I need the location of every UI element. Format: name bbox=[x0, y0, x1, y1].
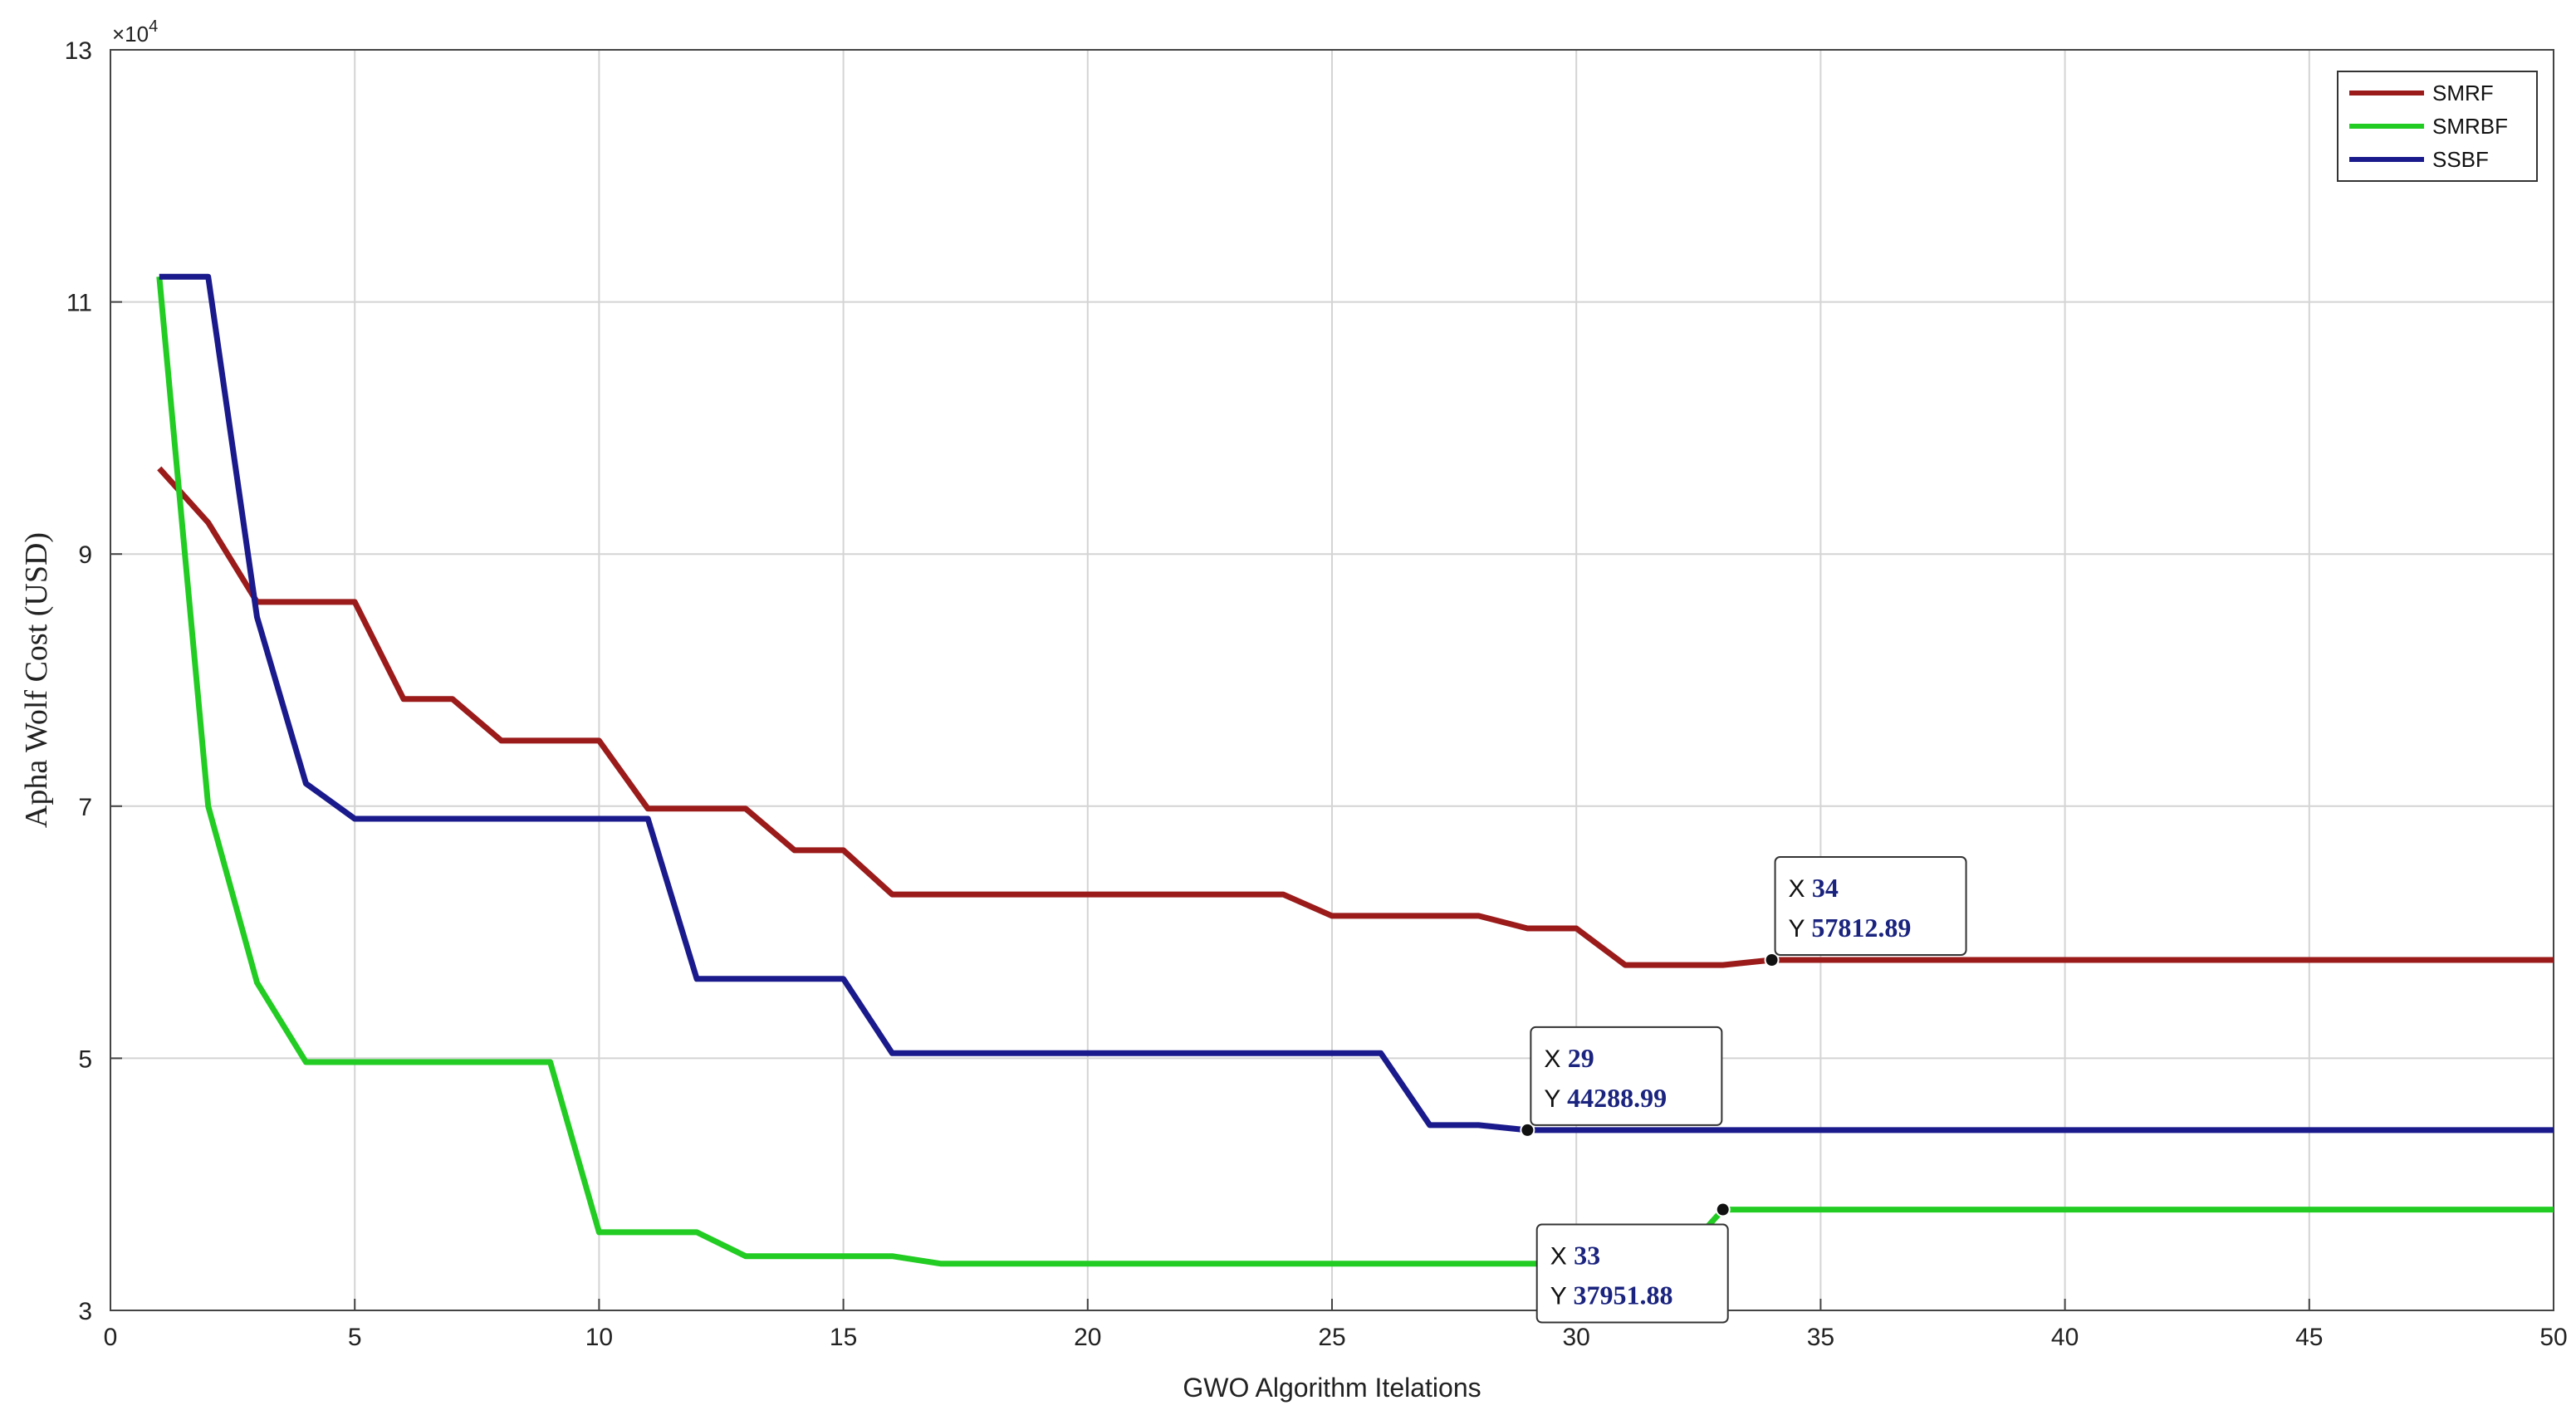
x-tick-label: 35 bbox=[1807, 1324, 1834, 1351]
y-tick-label: 11 bbox=[66, 290, 92, 317]
series-lines bbox=[156, 273, 2554, 1267]
datatip-marker bbox=[1764, 952, 1780, 967]
legend-label-smrbf: SMRBF bbox=[2432, 114, 2508, 139]
series-line-ssbf bbox=[159, 273, 2554, 1134]
datatip-y: Y 37951.88 bbox=[1550, 1280, 1673, 1310]
y-axis-label: Apha Wolf Cost (USD) bbox=[19, 532, 54, 828]
x-tick-label: 20 bbox=[1074, 1324, 1101, 1351]
datatip-box bbox=[1774, 855, 1967, 956]
y-axis-multiplier: ×104 bbox=[112, 17, 158, 47]
x-tick-label: 30 bbox=[1563, 1324, 1590, 1351]
datatip-marker bbox=[1520, 1122, 1535, 1138]
datatip-x-value: 33 bbox=[1574, 1241, 1600, 1271]
datatip-box bbox=[1530, 1026, 1723, 1126]
datatip-y-value: 57812.89 bbox=[1811, 913, 1911, 943]
datatip-y-key: Y bbox=[1550, 1283, 1574, 1310]
datatip-y-key: Y bbox=[1544, 1085, 1567, 1113]
datatip-x-value: 34 bbox=[1812, 873, 1839, 903]
x-tick-label: 50 bbox=[2539, 1324, 2567, 1351]
datatip-marker bbox=[1715, 1202, 1731, 1217]
datatip-x-key: X bbox=[1789, 875, 1812, 903]
grid-lines bbox=[110, 49, 2554, 1311]
series-line-smrbf bbox=[156, 276, 2554, 1267]
y-tick-label: 13 bbox=[65, 37, 92, 65]
x-tick-label: 0 bbox=[104, 1324, 118, 1351]
x-tick-label: 40 bbox=[2051, 1324, 2079, 1351]
y-axis-multiplier-exponent: 4 bbox=[149, 17, 158, 36]
y-tick-label: 9 bbox=[78, 541, 92, 569]
datatip-y-key: Y bbox=[1789, 915, 1812, 943]
y-tick-label: 7 bbox=[78, 794, 92, 821]
y-axis-multiplier-base: ×10 bbox=[112, 22, 149, 47]
x-tick-label: 5 bbox=[348, 1324, 362, 1351]
datatip-x-key: X bbox=[1550, 1243, 1574, 1271]
series-line-smrf bbox=[157, 466, 2554, 968]
datatip-x: X 33 bbox=[1550, 1241, 1600, 1271]
legend-label-ssbf: SSBF bbox=[2432, 147, 2489, 172]
x-tick-label: 45 bbox=[2295, 1324, 2323, 1351]
x-tick-label: 25 bbox=[1318, 1324, 1345, 1351]
data-tips: X 34Y 57812.89X 29Y 44288.99X 33Y 37951.… bbox=[1520, 855, 1967, 1324]
y-tick-label: 3 bbox=[78, 1298, 92, 1325]
legend-label-smrf: SMRF bbox=[2432, 81, 2494, 105]
x-tick-label: 15 bbox=[830, 1324, 857, 1351]
legend: SMRF SMRBF SSBF bbox=[2337, 71, 2538, 182]
datatip-y-value: 37951.88 bbox=[1574, 1280, 1673, 1310]
datatip-y-value: 44288.99 bbox=[1567, 1083, 1667, 1113]
datatip-y: Y 57812.89 bbox=[1789, 913, 1912, 943]
datatip-box bbox=[1535, 1223, 1729, 1324]
x-axis-label: GWO Algorithm Itelations bbox=[1183, 1373, 1481, 1403]
datatip-x-key: X bbox=[1544, 1045, 1567, 1073]
datatip-x: X 34 bbox=[1789, 873, 1839, 903]
x-tick-label: 10 bbox=[585, 1324, 613, 1351]
y-tick-label: 5 bbox=[78, 1045, 92, 1073]
datatip-y: Y 44288.99 bbox=[1544, 1083, 1667, 1113]
datatip-x-value: 29 bbox=[1568, 1043, 1594, 1073]
datatip-x: X 29 bbox=[1544, 1043, 1594, 1073]
